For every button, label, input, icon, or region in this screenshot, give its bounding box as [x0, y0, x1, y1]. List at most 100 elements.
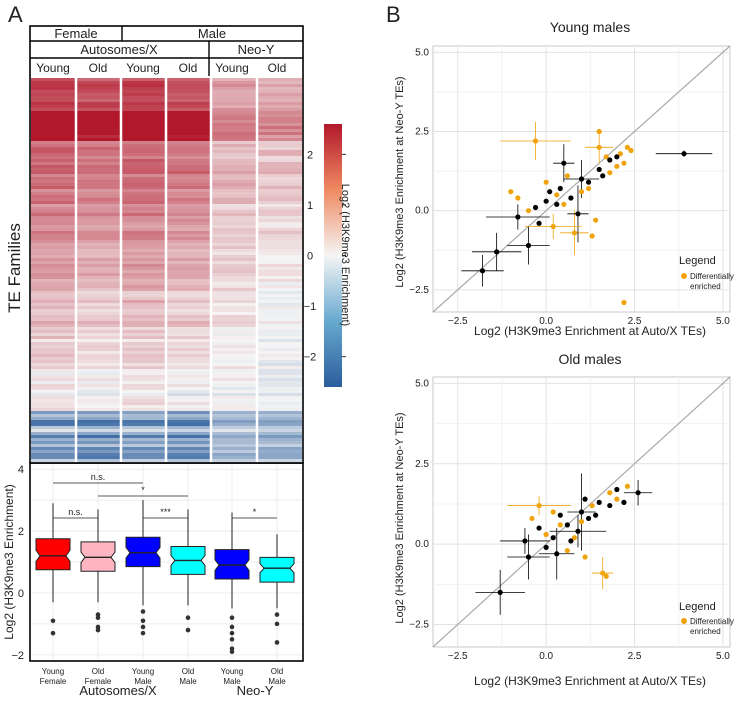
- heatmap-cell: [257, 414, 302, 418]
- heatmap-cell: [31, 189, 76, 193]
- heatmap-cell: [211, 276, 257, 280]
- heatmap-cell: [257, 204, 302, 208]
- point-differential: [508, 189, 514, 195]
- point-differential: [585, 185, 592, 192]
- heatmap-cell: [76, 210, 121, 214]
- scatter-old-legend-line2: enriched: [690, 627, 721, 636]
- boxplot-x-tick-label: Female: [85, 677, 112, 686]
- heatmap-cell: [76, 213, 121, 217]
- box-old-male: [259, 534, 295, 645]
- heatmap-cell: [166, 372, 211, 376]
- heatmap-cell: [76, 132, 121, 136]
- heatmap-cell: [211, 324, 257, 328]
- colorbar-label: Log2 (H3K9me3 Enrichment): [339, 184, 351, 326]
- box-outlier: [185, 615, 191, 620]
- heatmap-cell: [211, 447, 257, 451]
- heatmap-cell: [257, 105, 302, 109]
- heatmap-cell: [211, 426, 257, 430]
- heatmap-cell: [31, 102, 76, 106]
- heatmap-cell: [257, 174, 302, 178]
- heatmap-cell: [211, 291, 257, 295]
- heatmap-cell: [211, 99, 257, 103]
- heatmap-cell: [121, 405, 166, 409]
- heatmap-cell: [31, 273, 76, 277]
- heatmap-cell: [257, 435, 302, 439]
- scatter-y-tick: 5.0: [415, 47, 429, 58]
- heatmap-cell: [211, 384, 257, 388]
- heatmap-cell: [31, 381, 76, 385]
- heatmap-cell: [166, 324, 211, 328]
- heatmap-cell: [211, 192, 257, 196]
- heatmap-cell: [166, 309, 211, 313]
- heatmap-cell: [76, 297, 121, 301]
- boxplot-x-tick-label: Young: [42, 667, 64, 676]
- heatmap-cell: [211, 411, 257, 415]
- point-other: [561, 160, 567, 166]
- point-other: [578, 509, 585, 515]
- heatmap-cell: [31, 369, 76, 373]
- heatmap-cell: [31, 111, 76, 115]
- heatmap-cell: [211, 393, 257, 397]
- heatmap-cell: [31, 306, 76, 310]
- point-differential: [617, 151, 623, 157]
- point-differential: [532, 138, 539, 144]
- box-old-male: [170, 509, 206, 633]
- heatmap-cell: [257, 420, 302, 424]
- heatmap-cell: [166, 375, 211, 379]
- heatmap-cell: [211, 390, 257, 394]
- heatmap-cell: [211, 444, 257, 448]
- heatmap-cell: [166, 369, 211, 373]
- heatmap-cell: [211, 111, 257, 115]
- heatmap-cell: [31, 294, 76, 298]
- heatmap-cell: [76, 357, 121, 361]
- point-differential: [582, 554, 588, 560]
- point-other: [525, 242, 532, 249]
- heatmap-cell: [76, 378, 121, 382]
- heatmap-cell: [121, 240, 166, 244]
- heatmap-cell: [121, 255, 166, 259]
- heatmap-cell: [257, 294, 302, 298]
- point-other: [557, 512, 563, 518]
- point-other: [479, 268, 486, 274]
- heatmap-cell: [257, 405, 302, 409]
- heatmap-cell: [31, 393, 76, 397]
- heatmap-cell: [121, 378, 166, 382]
- point-differential: [614, 163, 620, 169]
- heatmap-cell: [121, 375, 166, 379]
- heatmap-cell: [76, 231, 121, 235]
- heatmap-cell: [211, 213, 257, 217]
- point-other: [564, 522, 570, 528]
- colorbar-tick-label: 2: [307, 149, 313, 161]
- heatmap-cell: [31, 450, 76, 454]
- heatmap-cell: [76, 435, 121, 439]
- heatmap-cell: [211, 366, 257, 370]
- scatter-young-title: Young males: [550, 19, 630, 35]
- heatmap-cell: [211, 177, 257, 181]
- point-differential: [600, 570, 606, 576]
- col-label-young-female: Young: [36, 61, 70, 75]
- heatmap-cell: [31, 243, 76, 247]
- boxplot-group-neo-y: Neo-Y: [237, 683, 274, 698]
- heatmap-cell: [76, 327, 121, 331]
- heatmap-cell: [76, 93, 121, 97]
- scatter-x-tick: −2.5: [448, 316, 468, 327]
- heatmap-cell: [257, 84, 302, 88]
- heatmap-cell: [257, 363, 302, 367]
- heatmap-cell: [121, 120, 166, 124]
- heatmap-cell: [257, 186, 302, 190]
- heatmap-cell: [257, 273, 302, 277]
- heatmap-cell: [257, 171, 302, 175]
- heatmap-cell: [211, 351, 257, 355]
- heatmap-cell: [211, 288, 257, 292]
- heatmap-cell: [121, 417, 166, 421]
- heatmap-cell: [76, 240, 121, 244]
- heatmap-cell: [166, 330, 211, 334]
- heatmap-cell: [121, 264, 166, 268]
- point-differential: [624, 144, 631, 150]
- heatmap-cell: [166, 111, 211, 115]
- heatmap-cell: [31, 432, 76, 436]
- heatmap-cell: [121, 351, 166, 355]
- heatmap-cell: [76, 366, 121, 370]
- heatmap-cell: [121, 267, 166, 271]
- heatmap-cell: [211, 114, 257, 118]
